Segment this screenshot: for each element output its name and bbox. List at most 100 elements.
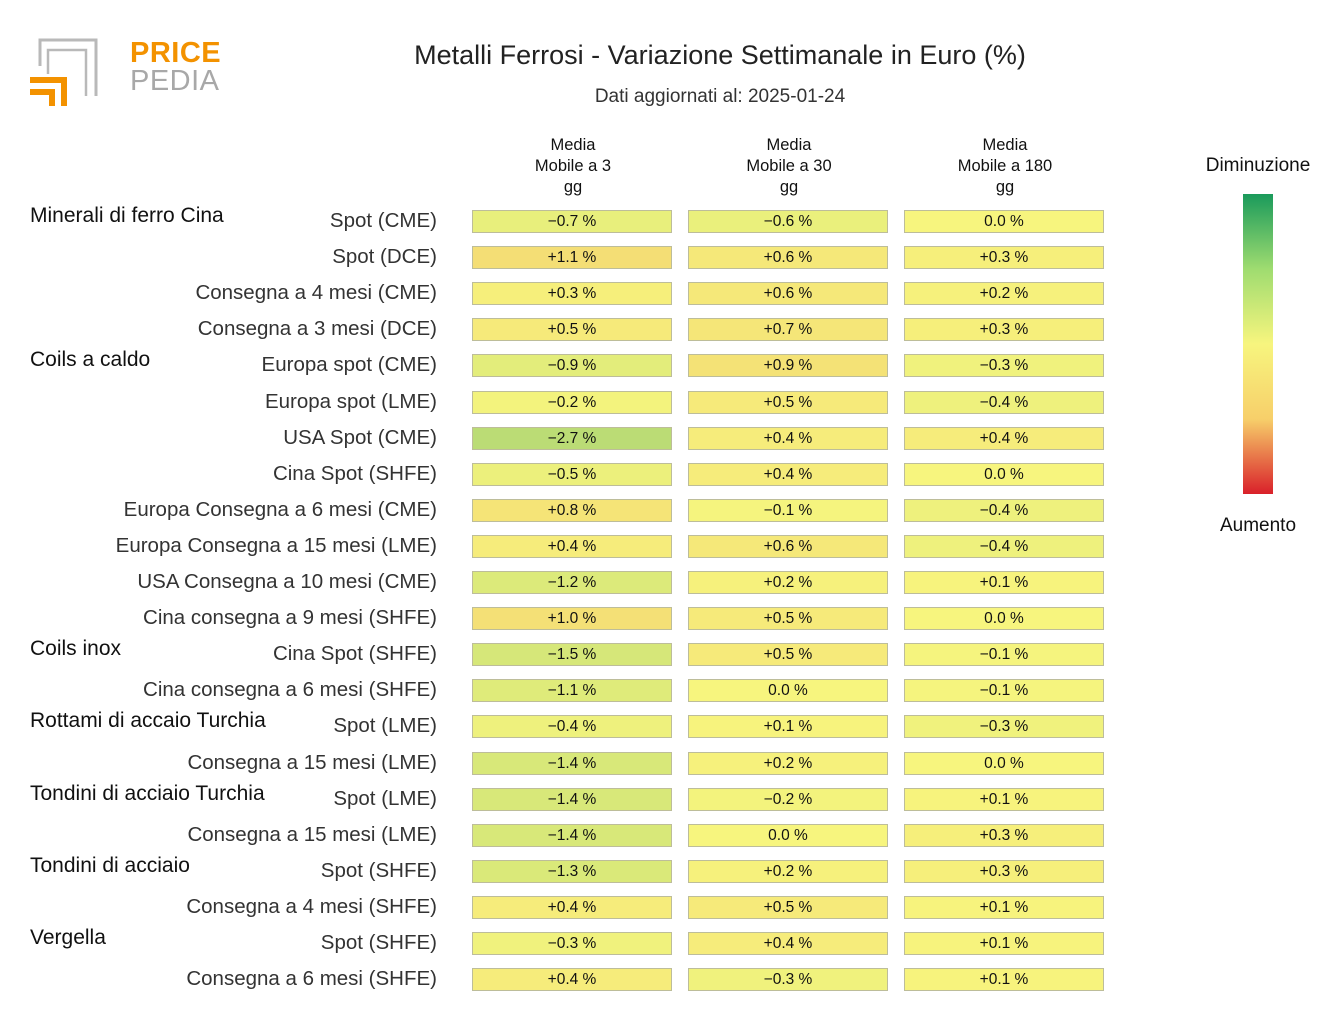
group-label: Coils inox [30,637,122,661]
heatmap-cell: 0.0 % [688,823,888,847]
heatmap-cell: +0.4 % [472,534,672,558]
heatmap-cell: −0.3 % [472,932,672,955]
heatmap-cell: +0.4 % [688,932,888,955]
column-header-ma30: Media Mobile a 30 gg [688,135,890,198]
heatmap-cell: −0.4 % [904,498,1104,522]
legend-color-bar [1243,194,1273,494]
heatmap-cell: −0.4 % [904,390,1104,414]
column-header-line: Mobile a 30 [746,157,832,175]
heatmap-cell: −1.4 % [472,823,672,847]
heatmap-cell: +0.1 % [688,715,888,739]
heatmap-cell: +1.1 % [472,246,672,270]
group-label: Coils a caldo [30,348,151,372]
heatmap-cell: −0.3 % [688,968,888,992]
heatmap-cell: +0.6 % [688,246,888,270]
heatmap-cell: +0.1 % [904,571,1104,594]
row-label: Consegna a 4 mesi (SHFE) [186,894,437,918]
chart-subtitle: Dati aggiornati al: 2025-01-24 [594,86,846,107]
heatmap-cell: −0.1 % [904,679,1104,703]
pricepedia-logo: PRICE PEDIA [28,36,221,110]
row-label: Spot (LME) [333,786,437,810]
heatmap-cell: 0.0 % [904,462,1104,486]
heatmap-cell: −1.2 % [472,571,672,594]
column-header-line: Media [766,136,812,154]
heatmap-cell: +0.3 % [904,318,1104,342]
heatmap-cell: +0.5 % [472,318,672,342]
column-header-line: gg [563,178,583,196]
row-label: Spot (DCE) [332,245,437,269]
row-label: Spot (LME) [333,714,437,738]
row-label: Cina consegna a 6 mesi (SHFE) [143,678,437,702]
heatmap-cell: +0.1 % [904,932,1104,955]
row-label: Consegna a 4 mesi (CME) [195,281,437,305]
legend-label-increase: Aumento [1219,515,1297,536]
row-label: Spot (CME) [329,209,437,232]
heatmap-cell: +0.3 % [904,859,1104,883]
heatmap-cell: +0.1 % [904,895,1104,919]
heatmap-cell: −2.7 % [472,426,672,450]
row-label: Consegna a 6 mesi (SHFE) [186,967,437,991]
heatmap-cell: 0.0 % [904,751,1104,775]
heatmap-cell: −0.7 % [472,210,672,233]
row-label: Spot (SHFE) [320,858,437,882]
group-label: Minerali di ferro Cina [30,204,224,227]
heatmap-cell: +0.4 % [688,426,888,450]
heatmap-cell: −0.3 % [904,354,1104,378]
row-label: Consegna a 15 mesi (LME) [187,750,437,774]
row-label: Europa spot (LME) [264,389,437,413]
heatmap-cell: +0.2 % [688,751,888,775]
heatmap-cell: +0.2 % [904,282,1104,306]
heatmap-cell: +1.0 % [472,607,672,631]
heatmap-cell: −0.9 % [472,354,672,378]
legend-label-decrease: Diminuzione [1205,155,1311,176]
heatmap-cell: −0.1 % [688,498,888,522]
heatmap-cell: −0.6 % [688,210,888,233]
heatmap-cell: −1.4 % [472,787,672,811]
heatmap-cell: −1.1 % [472,679,672,703]
group-label: Vergella [30,926,106,949]
heatmap-cell: −0.4 % [472,715,672,739]
row-label: USA Spot (CME) [283,425,437,449]
heatmap-cell: 0.0 % [688,679,888,703]
row-label: Consegna a 15 mesi (LME) [187,822,437,846]
heatmap-cell: +0.1 % [904,968,1104,992]
heatmap-cell: +0.6 % [688,534,888,558]
heatmap-cell: +0.4 % [472,895,672,919]
heatmap-cell: +0.6 % [688,282,888,306]
heatmap-cell: 0.0 % [904,607,1104,631]
row-label: Cina Spot (SHFE) [272,642,437,666]
row-label: Europa Consegna a 6 mesi (CME) [123,497,437,521]
column-header-line: gg [995,178,1015,196]
column-header-line: Media [982,136,1028,154]
heatmap-cell: −0.2 % [472,390,672,414]
heatmap-cell: +0.4 % [688,462,888,486]
heatmap-cell: +0.2 % [688,571,888,594]
column-header-ma180: Media Mobile a 180 gg [904,135,1106,198]
chart-title: Metalli Ferrosi - Variazione Settimanale… [414,40,1026,70]
column-header-line: Mobile a 180 [957,157,1053,175]
heatmap-cell: +0.8 % [472,498,672,522]
heatmap-cell: +0.5 % [688,643,888,667]
logo-word-pedia: PEDIA [130,65,220,97]
group-label: Tondini di acciaio [30,853,190,877]
group-label: Rottami di accaio Turchia [30,709,266,733]
heatmap-cell: +0.7 % [688,318,888,342]
heatmap-cell: −0.5 % [472,462,672,486]
row-label: Europa Consegna a 15 mesi (LME) [115,533,437,557]
heatmap-cell: 0.0 % [904,210,1104,233]
column-header-line: Mobile a 3 [534,157,612,175]
heatmap-cell: +0.1 % [904,787,1104,811]
heatmap-cell: −0.1 % [904,643,1104,667]
heatmap-cell: −0.2 % [688,787,888,811]
column-header-line: gg [779,178,799,196]
column-header-line: Media [550,136,596,154]
row-label: Cina Spot (SHFE) [272,461,437,485]
heatmap-cell: −0.4 % [904,534,1104,558]
heatmap-cell: +0.4 % [904,426,1104,450]
row-label: Spot (SHFE) [320,931,437,954]
logo-mark-icon [30,38,98,106]
heatmap-cell: +0.3 % [904,823,1104,847]
heatmap-cell: +0.5 % [688,895,888,919]
heatmap-cell: −1.3 % [472,859,672,883]
heatmap-cell: −0.3 % [904,715,1104,739]
